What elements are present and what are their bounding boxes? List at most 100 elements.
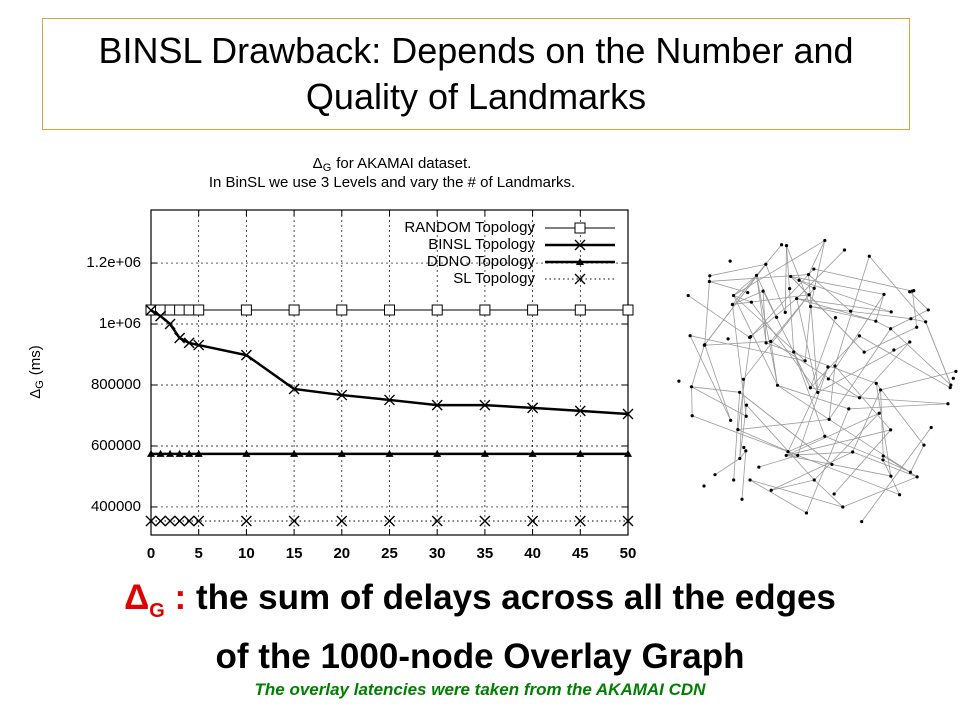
marker (433, 449, 442, 457)
marker (479, 304, 491, 316)
network-edge (732, 294, 810, 305)
y-label-text: (ms) (27, 345, 44, 375)
network-node (764, 262, 768, 266)
marker (527, 515, 539, 527)
plot-frame (150, 209, 629, 536)
marker (175, 449, 184, 457)
network-edge (704, 264, 767, 345)
chart-subtitle: In BinSL we use 3 Levels and vary the # … (209, 174, 575, 191)
network-node (803, 359, 807, 363)
network-edge (777, 384, 830, 420)
network-node (949, 383, 953, 387)
network-node (730, 302, 735, 307)
network-node (784, 453, 788, 458)
network-edge (739, 450, 747, 459)
marker (431, 304, 443, 316)
network-node (823, 238, 827, 243)
network-node (689, 385, 694, 389)
marker (574, 515, 586, 527)
network-edge (756, 275, 777, 318)
y-tick-label: 1e+06 (99, 315, 141, 332)
network-edge (739, 405, 747, 459)
network-edge (770, 341, 778, 386)
network-edge (749, 479, 807, 514)
network-edge (741, 450, 747, 500)
legend-label: DDNO Topology (427, 253, 536, 270)
network-node (797, 278, 801, 282)
network-node (827, 417, 831, 422)
definition-subscript: G (149, 600, 165, 622)
network-edge (750, 268, 815, 337)
network-node (847, 407, 851, 411)
marker (431, 399, 443, 411)
network-node (830, 462, 834, 467)
network-edge (737, 336, 752, 430)
marker (166, 449, 175, 457)
marker (145, 304, 157, 316)
x-tick-label: 10 (238, 545, 255, 562)
x-tick-label: 25 (381, 545, 398, 562)
network-node (881, 454, 885, 458)
network-node (860, 520, 864, 524)
network-edge (692, 415, 789, 453)
network-edge (806, 408, 850, 514)
network-edge (777, 384, 849, 410)
network-node (826, 377, 830, 381)
network-edge (746, 404, 815, 481)
y-label-subscript: G (34, 380, 46, 389)
network-edge (813, 479, 844, 508)
network-node (889, 327, 893, 331)
network-edge (875, 320, 891, 330)
network-edge (842, 476, 918, 508)
marker (174, 515, 186, 527)
network-node (741, 377, 746, 381)
network-node (769, 339, 773, 343)
network-node (792, 350, 796, 354)
network-edge (714, 458, 741, 476)
network-edge (790, 276, 885, 295)
network-node (812, 267, 816, 271)
network-node (878, 388, 883, 392)
network-node (857, 334, 861, 338)
marker (164, 304, 176, 316)
marker (574, 304, 586, 316)
network-node (795, 296, 799, 301)
marker (622, 304, 634, 316)
definition: ΔG : the sum of delays across all the ed… (0, 575, 960, 680)
network-edge (733, 295, 778, 386)
network-node (688, 334, 692, 338)
marker (480, 449, 489, 457)
network-edge (808, 240, 826, 275)
network-node (808, 304, 813, 309)
network-node (842, 248, 847, 252)
network-node (806, 272, 811, 277)
network-node (841, 505, 845, 509)
x-tick-label: 35 (477, 545, 494, 562)
marker (164, 515, 176, 527)
marker (336, 304, 348, 316)
network-edge (910, 444, 925, 473)
network-edge (786, 455, 891, 477)
network-node (742, 445, 746, 450)
marker (288, 515, 300, 527)
network-node (862, 350, 866, 354)
network-node (786, 450, 790, 454)
network-node (915, 475, 919, 479)
network-node (908, 470, 913, 474)
network-node (924, 320, 928, 324)
network-edge (828, 365, 836, 420)
network-node (736, 428, 740, 432)
network-edge (875, 383, 892, 477)
legend-label: SL Topology (453, 270, 535, 287)
slide-title: BINSL Drawback: Depends on the Number an… (42, 18, 910, 130)
marker (576, 449, 585, 457)
x-tick-label: 20 (333, 545, 350, 562)
marker (384, 304, 395, 316)
network-edge (690, 335, 806, 362)
marker (624, 449, 632, 457)
definition-symbol: Δ (124, 578, 150, 617)
network-edge (796, 298, 819, 393)
network-edge (786, 412, 880, 456)
marker (336, 515, 348, 527)
network-node (744, 414, 748, 418)
